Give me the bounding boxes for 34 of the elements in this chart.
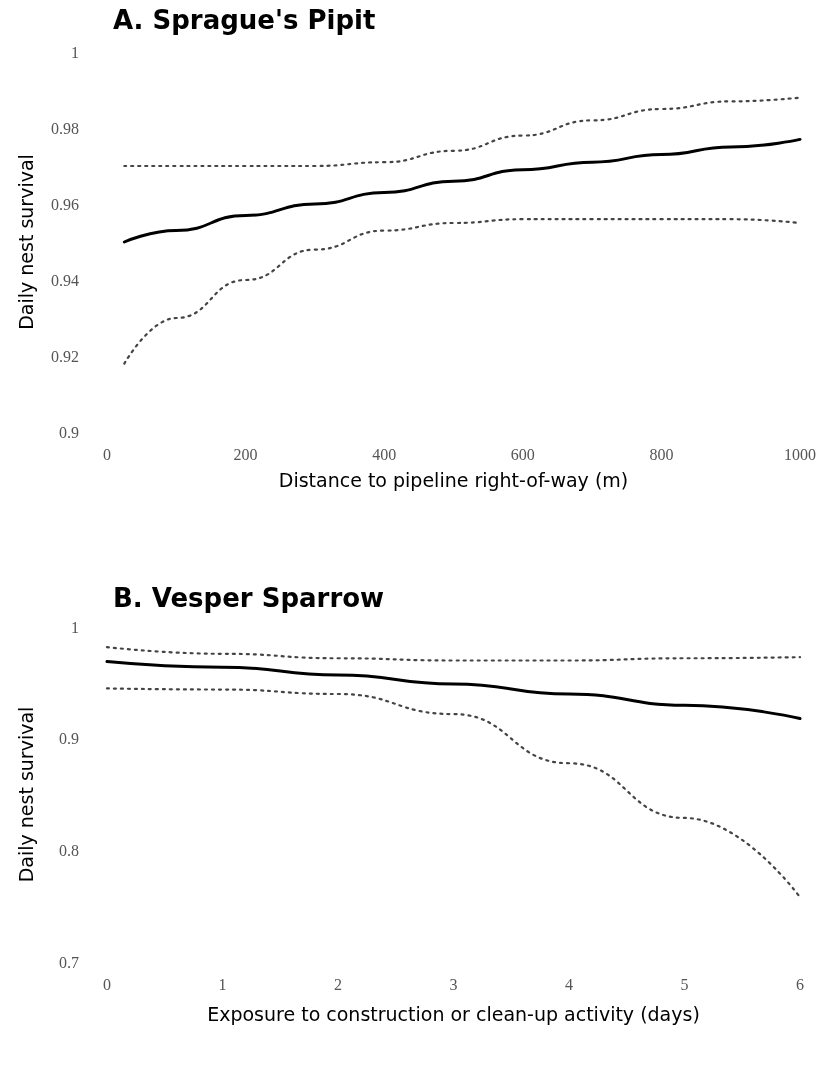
y-axis-title: Daily nest survival bbox=[14, 154, 37, 330]
chart-title: B. Vesper Sparrow bbox=[113, 583, 385, 613]
y-tick-label: 0.92 bbox=[51, 347, 79, 365]
x-tick-label: 1000 bbox=[784, 445, 816, 463]
y-tick-label: 0.8 bbox=[59, 841, 79, 859]
line-series bbox=[105, 687, 802, 899]
x-tick-label: 0 bbox=[103, 975, 111, 993]
x-tick-label: 400 bbox=[372, 445, 397, 463]
x-tick-label: 800 bbox=[649, 445, 674, 463]
y-tick-label: 0.96 bbox=[51, 195, 79, 213]
x-tick-label: 3 bbox=[449, 975, 458, 993]
y-tick-label: 0.9 bbox=[59, 423, 79, 441]
line-series bbox=[105, 646, 802, 662]
line-series bbox=[105, 660, 802, 721]
y-tick-label: 0.98 bbox=[51, 119, 79, 137]
y-tick-label: 0.94 bbox=[51, 271, 79, 289]
y-tick-label: 0.7 bbox=[59, 953, 79, 971]
y-tick-label: 1 bbox=[71, 618, 79, 636]
x-tick-label: 5 bbox=[680, 975, 689, 993]
x-tick-label: 200 bbox=[233, 445, 258, 463]
x-tick-label: 4 bbox=[565, 975, 573, 993]
x-axis-title: Exposure to construction or clean-up activity (days) bbox=[207, 1002, 700, 1025]
y-tick-label: 0.9 bbox=[59, 730, 79, 748]
y-axis-title: Daily nest survival bbox=[14, 706, 37, 883]
x-tick-label: 6 bbox=[796, 975, 804, 993]
line-series bbox=[123, 96, 802, 168]
x-tick-label: 1 bbox=[218, 975, 227, 993]
chart-title: A. Sprague's Pipit bbox=[113, 5, 376, 35]
line-series bbox=[122, 137, 802, 244]
x-axis-title: Distance to pipeline right-of-way (m) bbox=[278, 468, 629, 491]
x-tick-label: 600 bbox=[510, 445, 535, 463]
x-tick-label: 2 bbox=[334, 975, 342, 993]
y-tick-label: 1 bbox=[71, 43, 79, 61]
x-tick-label: 0 bbox=[103, 445, 111, 463]
